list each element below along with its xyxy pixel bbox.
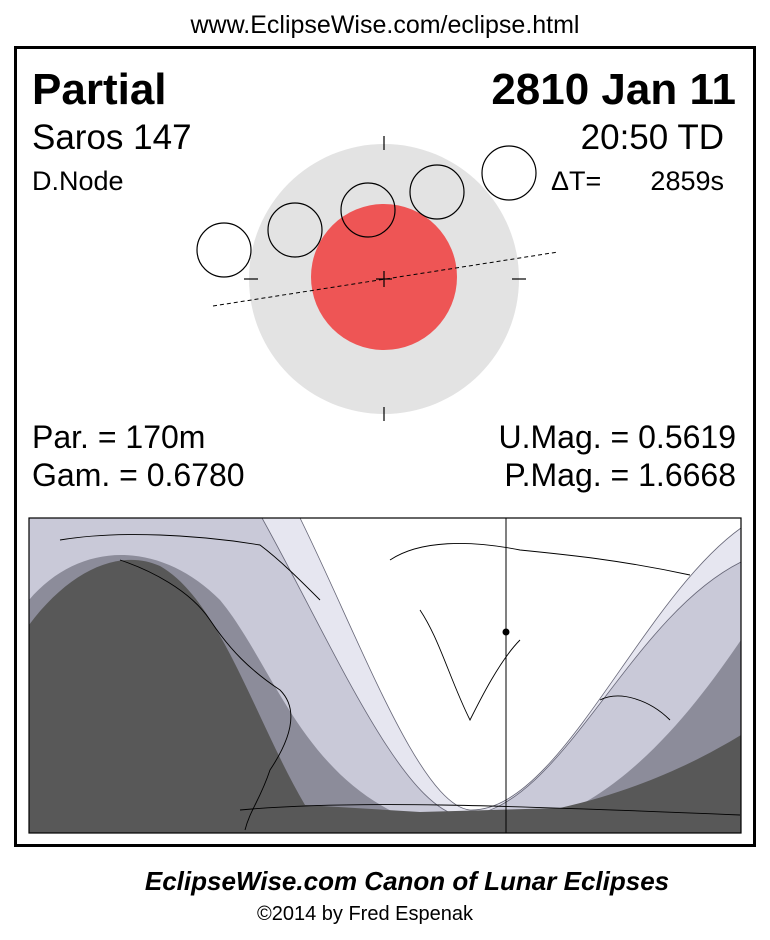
- coastline: [599, 695, 671, 721]
- eclipse-date: 2810 Jan 11: [491, 65, 736, 114]
- copyright: ©2014 by Fred Espenak: [257, 903, 474, 925]
- frame: [14, 46, 756, 847]
- coastline: [239, 804, 741, 816]
- world-map: [28, 517, 742, 834]
- coastline: [419, 609, 521, 722]
- coastline: [389, 542, 691, 576]
- moon: [196, 222, 252, 278]
- moon: [267, 202, 323, 258]
- footer-title: EclipseWise.com Canon of Lunar Eclipses: [145, 866, 669, 896]
- umag: U.Mag. = 0.5619: [499, 419, 736, 455]
- moon: [340, 182, 396, 238]
- par: Par. = 170m: [32, 419, 205, 455]
- night-zone: [29, 559, 741, 833]
- saros: Saros 147: [32, 118, 192, 157]
- eclipse-type: Partial: [32, 65, 167, 114]
- delta-t-label: ΔT=: [551, 166, 601, 196]
- time: 20:50 TD: [581, 118, 724, 157]
- coastline: [119, 559, 292, 831]
- delta-t-value: 2859s: [650, 166, 724, 196]
- moon-path: [212, 251, 559, 307]
- moon: [481, 145, 537, 201]
- moon: [409, 164, 465, 220]
- coastline: [59, 534, 321, 601]
- node: D.Node: [32, 166, 124, 196]
- map-frame: [28, 517, 742, 834]
- gam: Gam. = 0.6780: [32, 457, 245, 493]
- pmag: P.Mag. = 1.6668: [504, 457, 736, 493]
- url: www.EclipseWise.com/eclipse.html: [190, 11, 580, 39]
- subsolar-point: [502, 628, 510, 636]
- eclipse-diagram: [196, 136, 559, 421]
